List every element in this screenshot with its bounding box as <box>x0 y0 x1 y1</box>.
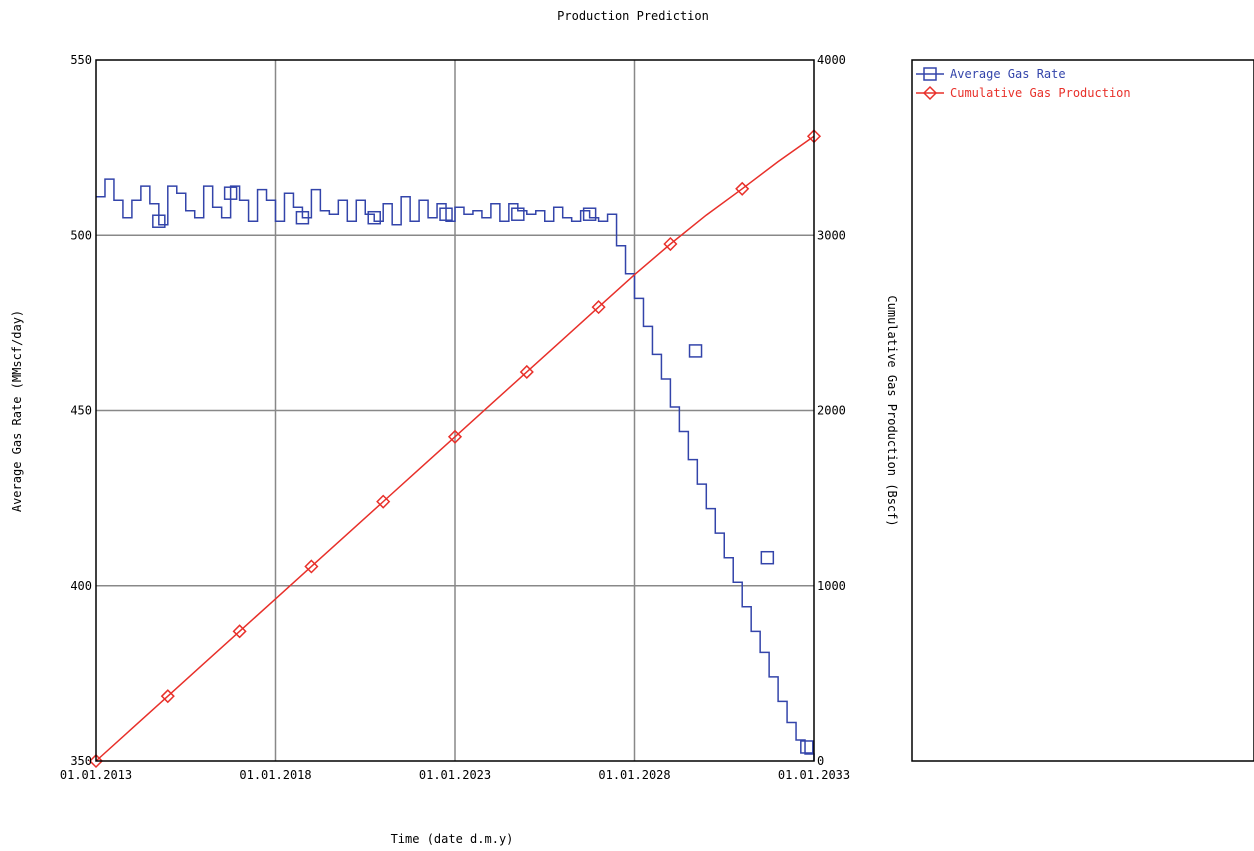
x-tick-label: 01.01.2033 <box>778 768 850 782</box>
legend-entry-rate: Average Gas Rate <box>916 67 1066 81</box>
y2-tick-label: 1000 <box>817 579 846 593</box>
rate-marker <box>760 550 775 565</box>
rate-marker <box>688 344 703 358</box>
x-tick-label: 01.01.2018 <box>239 768 311 782</box>
y-tick-label: 350 <box>70 754 92 768</box>
cumulative-marker <box>591 300 606 315</box>
legend-cumulative-marker <box>922 85 938 101</box>
cumulative-marker <box>376 494 391 509</box>
y2-tick-label: 3000 <box>817 228 846 242</box>
x-axis-label: Time (date d.m.y) <box>391 832 514 846</box>
y2-tick-label: 2000 <box>817 404 846 418</box>
cumulative-marker <box>232 624 247 639</box>
y-tick-label: 400 <box>70 579 92 593</box>
series-layer <box>88 129 822 769</box>
y-tick-label: 550 <box>70 53 92 67</box>
cumulative-marker <box>88 753 104 769</box>
y-tick-label: 500 <box>70 228 92 242</box>
y2-axis-label: Cumulative Gas Production (Bscf) <box>885 295 899 526</box>
y-axis-label: Average Gas Rate (MMscf/day) <box>10 310 24 512</box>
rate-marker <box>582 207 597 221</box>
legend-box <box>911 59 1254 762</box>
cumulative-marker <box>519 364 534 380</box>
chart-title: Production Prediction <box>557 9 709 23</box>
legend-cumulative-label: Cumulative Gas Production <box>950 86 1131 100</box>
cumulative-marker <box>160 689 175 704</box>
legend: Average Gas Rate Cumulative Gas Producti… <box>911 59 1254 762</box>
rate-marker <box>152 214 166 228</box>
rate-marker <box>295 210 310 225</box>
x-tick-label: 01.01.2023 <box>419 768 491 782</box>
x-tick-label: 01.01.2013 <box>60 768 132 782</box>
y2-axis-ticks: 0 1000 2000 3000 4000 <box>817 53 846 768</box>
rate-marker <box>439 207 453 221</box>
y2-tick-label: 0 <box>817 754 824 768</box>
y-axis-ticks: 350 400 450 500 550 <box>70 53 92 768</box>
cumulative-marker <box>735 181 750 196</box>
legend-rate-marker <box>923 67 937 81</box>
plot-frame <box>95 59 815 762</box>
cumulative-marker <box>663 236 678 252</box>
rate-marker <box>367 210 381 225</box>
grid-lines <box>96 60 814 761</box>
series-line-cumulative-gas-production <box>95 135 815 762</box>
series-line-average-gas-rate <box>96 178 815 761</box>
rate-marker <box>800 740 814 754</box>
cumulative-marker <box>447 429 463 444</box>
rate-marker <box>511 207 525 221</box>
legend-entry-cumulative: Cumulative Gas Production <box>916 85 1131 101</box>
x-tick-label: 01.01.2028 <box>598 768 670 782</box>
x-axis-ticks: 01.01.2013 01.01.2018 01.01.2023 01.01.2028… <box>60 768 850 782</box>
rate-marker <box>223 186 238 200</box>
y-tick-label: 450 <box>70 404 92 418</box>
cumulative-marker <box>304 559 319 574</box>
y2-tick-label: 4000 <box>817 53 846 67</box>
legend-rate-label: Average Gas Rate <box>950 67 1066 81</box>
